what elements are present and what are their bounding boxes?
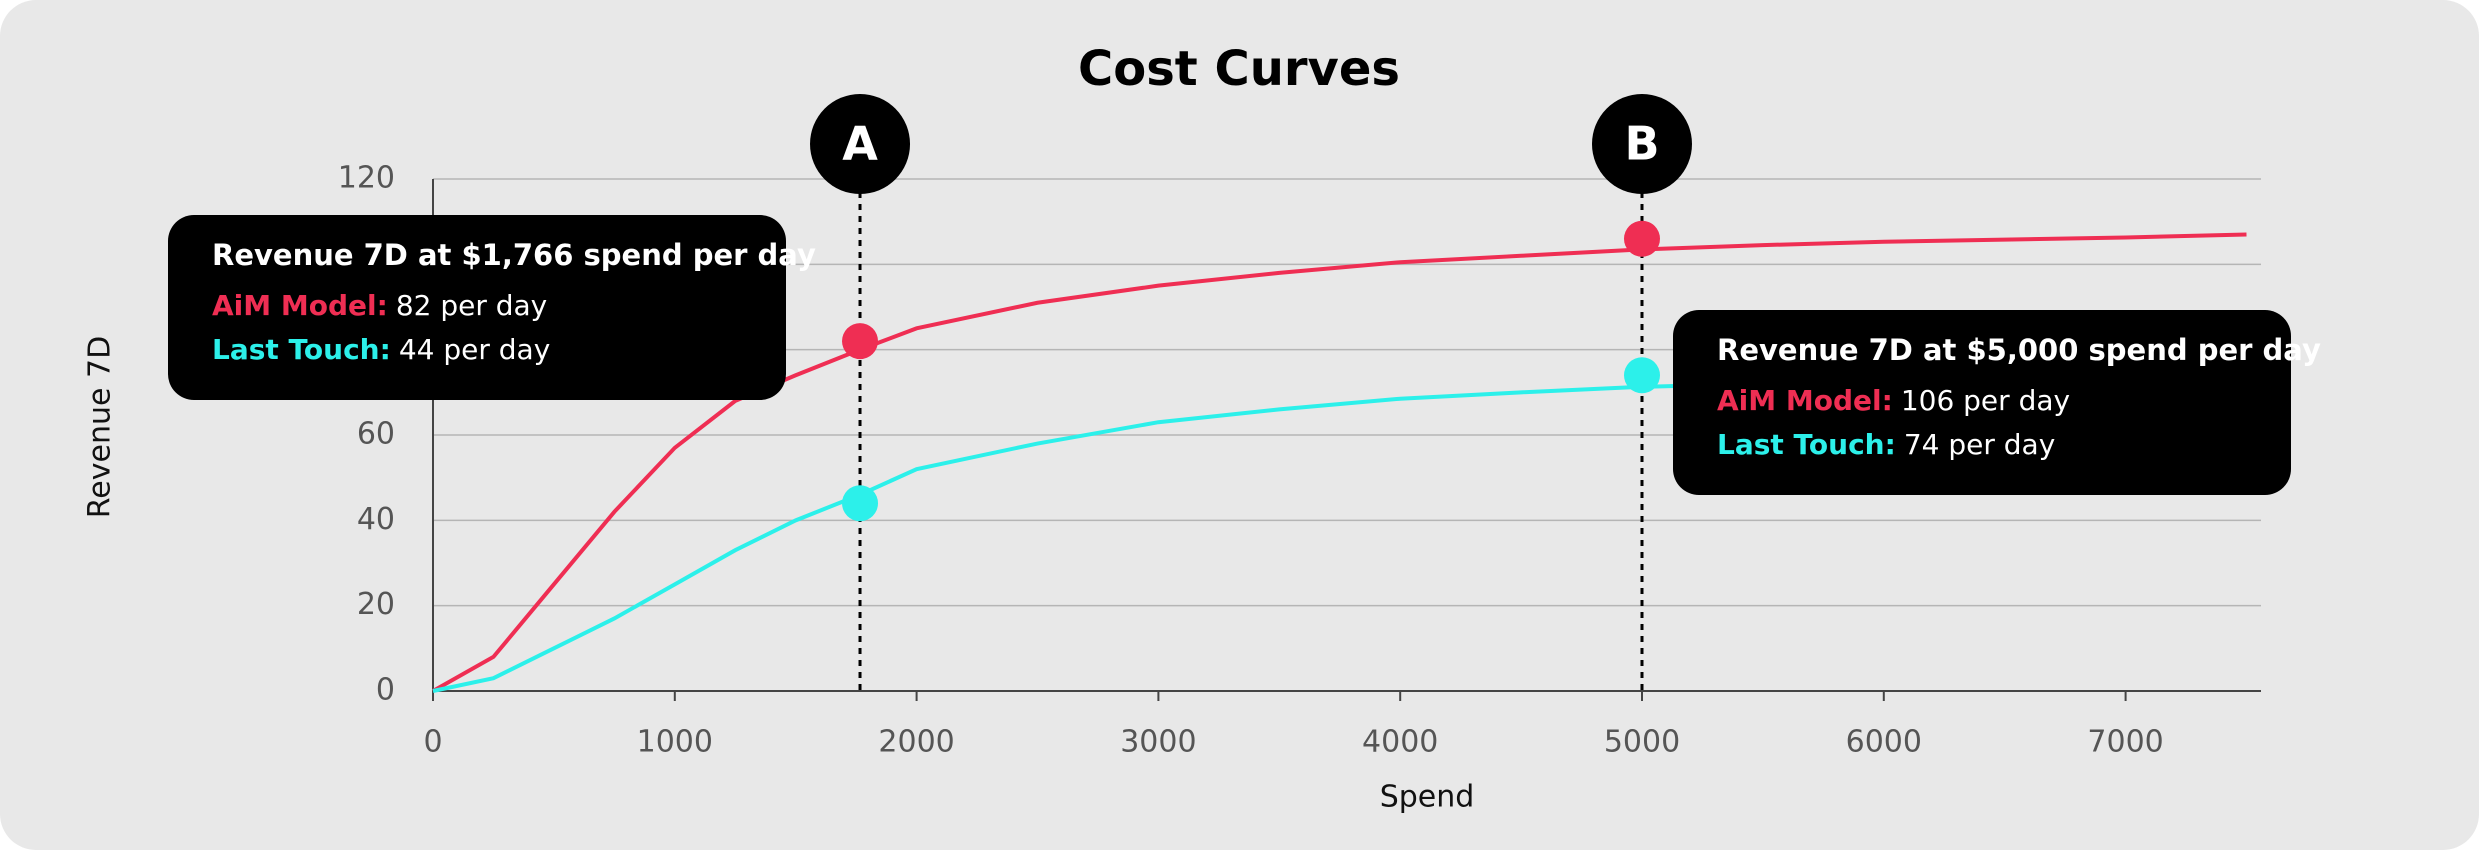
chart-title: Cost Curves <box>1078 41 1400 97</box>
tooltip <box>1673 310 2291 495</box>
x-tick-label: 2000 <box>878 725 954 760</box>
y-axis-label: Revenue 7D <box>83 336 118 518</box>
tooltip-title: Revenue 7D at $1,766 spend per day <box>212 238 816 272</box>
tooltip-value: 82 per day <box>396 289 547 322</box>
badge <box>810 94 911 194</box>
y-tick-label: 120 <box>338 161 395 196</box>
y-tick-label: 0 <box>376 673 395 708</box>
x-tick-label: 0 <box>423 725 442 760</box>
x-tick-label: 4000 <box>1362 725 1438 760</box>
tooltip-value: 74 per day <box>1904 428 2055 461</box>
tooltip-series-label: AiM Model: <box>212 289 388 322</box>
x-tick-label: 5000 <box>1604 725 1680 760</box>
tooltip-row: Last Touch: 74 per day <box>1717 428 2055 461</box>
x-axis-label: Spend <box>1380 780 1475 815</box>
tooltip-value: 44 per day <box>399 333 550 366</box>
tooltip-series-label: AiM Model: <box>1717 384 1893 417</box>
x-tick-label: 3000 <box>1120 725 1196 760</box>
point <box>1623 220 1660 257</box>
y-tick-label: 40 <box>357 502 395 537</box>
tooltip <box>168 215 786 400</box>
tooltip-value: 106 per day <box>1901 384 2070 417</box>
badge <box>1591 94 1692 194</box>
point <box>842 323 879 360</box>
x-tick-label: 7000 <box>2087 725 2163 760</box>
badge-label: A <box>842 117 878 171</box>
y-tick-label: 20 <box>357 587 395 622</box>
tooltip-row: Last Touch: 44 per day <box>212 333 550 366</box>
tooltip-series-label: Last Touch: <box>1717 428 1896 461</box>
y-tick-label: 60 <box>357 417 395 452</box>
x-tick-label: 6000 <box>1846 725 1922 760</box>
series-line <box>432 232 2247 693</box>
tooltip-row: AiM Model: 106 per day <box>1717 384 2070 417</box>
tooltip-row: AiM Model: 82 per day <box>212 289 547 322</box>
x-tick-label: 1000 <box>637 725 713 760</box>
badge-label: B <box>1624 117 1659 171</box>
tooltip-series-label: Last Touch: <box>212 333 391 366</box>
point <box>1623 357 1660 394</box>
tooltip-title: Revenue 7D at $5,000 spend per day <box>1717 333 2321 367</box>
point <box>842 485 879 522</box>
